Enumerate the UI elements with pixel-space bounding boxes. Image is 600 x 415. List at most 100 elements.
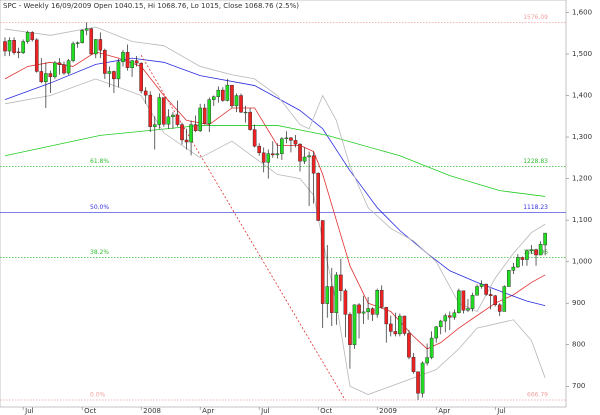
- trend-line: [140, 55, 346, 401]
- candle-body: [125, 52, 130, 68]
- candle-body: [34, 39, 39, 72]
- candle-body: [221, 89, 225, 101]
- candle-body: [107, 71, 112, 74]
- candle-body: [121, 52, 125, 63]
- x-tick-label: Jul: [24, 407, 34, 415]
- candle-body: [3, 41, 7, 52]
- candle-body: [352, 304, 357, 345]
- candle-body: [21, 41, 25, 53]
- candle-body: [398, 315, 402, 335]
- level-value: 1576.09: [523, 14, 548, 21]
- x-tick-label: Oct: [320, 407, 332, 415]
- chart-title: SPC - Weekly 16/09/2009 Open 1040.15, Hi…: [3, 2, 299, 10]
- candle-body: [339, 274, 343, 291]
- candle-body: [112, 71, 116, 80]
- y-tick-label: 1,300: [572, 133, 592, 141]
- candle-body: [252, 129, 257, 147]
- x-tick-label: Oct: [84, 407, 96, 415]
- candle-body: [511, 266, 516, 271]
- candle-body: [543, 232, 547, 246]
- candle-body: [230, 84, 234, 107]
- candle-body: [461, 290, 466, 311]
- candle-body: [139, 62, 143, 92]
- candle-body: [475, 286, 479, 296]
- candle-body: [261, 152, 266, 163]
- candle-body: [484, 283, 488, 295]
- y-tick-label: 1,000: [572, 258, 592, 266]
- y-tick-label: 1,100: [572, 216, 592, 224]
- candle-body: [162, 97, 166, 125]
- candle-body: [434, 326, 438, 339]
- candle-body: [280, 138, 284, 154]
- x-tick-label: 2008: [143, 407, 161, 415]
- candle-body: [53, 62, 57, 78]
- y-tick-label: 1,500: [572, 50, 592, 58]
- candle-body: [116, 61, 121, 80]
- y-tick-label: 1,400: [572, 92, 592, 100]
- level-label: 38.2%: [90, 249, 109, 256]
- candle-body: [452, 312, 457, 318]
- candle-body: [266, 153, 271, 163]
- candle-body: [189, 124, 193, 143]
- candle-body: [420, 362, 425, 394]
- candle-body: [16, 51, 21, 53]
- candle-body: [166, 116, 171, 125]
- candle-body: [39, 71, 44, 83]
- candle-body: [175, 114, 180, 125]
- candle-body: [370, 308, 375, 315]
- candle-body: [171, 114, 175, 117]
- level-label: 0.0%: [90, 392, 106, 399]
- candle-body: [402, 315, 407, 334]
- candle-body: [62, 64, 66, 74]
- candle-body: [257, 145, 261, 154]
- candle-body: [388, 323, 393, 332]
- candle-body: [334, 274, 339, 313]
- candle-body: [429, 337, 434, 358]
- candle-body: [289, 137, 293, 141]
- candle-body: [44, 73, 48, 83]
- candle-body: [57, 62, 62, 65]
- candle-body: [284, 137, 289, 139]
- candle-body: [216, 89, 221, 97]
- candle-body: [466, 308, 470, 311]
- candle-body: [366, 308, 370, 313]
- candle-body: [538, 243, 543, 256]
- x-tick-label: Apr: [202, 407, 214, 415]
- y-tick-label: 1,600: [572, 8, 592, 16]
- level-label: 50.0%: [90, 204, 109, 211]
- y-tick-label: 1,200: [572, 175, 592, 183]
- candle-body: [71, 43, 75, 61]
- candle-body: [525, 250, 529, 260]
- level-value: 666.79: [527, 392, 548, 399]
- candle-body: [30, 32, 35, 41]
- candle-body: [393, 331, 398, 335]
- candle-body: [407, 333, 411, 358]
- candle-body: [234, 95, 239, 107]
- candle-body: [329, 286, 334, 313]
- candle-body: [384, 307, 389, 325]
- candle-body: [320, 220, 325, 304]
- candle-body: [130, 60, 134, 68]
- candle-body: [534, 249, 538, 256]
- candle-body: [248, 111, 252, 130]
- candle-body: [375, 290, 379, 315]
- candle-body: [497, 304, 502, 312]
- candle-body: [48, 73, 53, 78]
- candle-body: [239, 95, 243, 113]
- candle-body: [148, 94, 153, 127]
- candle-body: [479, 283, 484, 287]
- level-value: 1118.23: [523, 204, 548, 211]
- candle-body: [425, 357, 429, 364]
- candle-body: [184, 139, 189, 143]
- candle-body: [361, 311, 366, 314]
- candle-body: [198, 107, 202, 132]
- level-value: 1228.83: [523, 158, 548, 165]
- candle-body: [411, 356, 416, 372]
- candle-body: [316, 172, 320, 221]
- candle-body: [493, 295, 497, 306]
- candle-body: [379, 290, 384, 308]
- candle-body: [348, 314, 352, 345]
- candle-body: [103, 50, 107, 74]
- candle-body: [293, 140, 298, 145]
